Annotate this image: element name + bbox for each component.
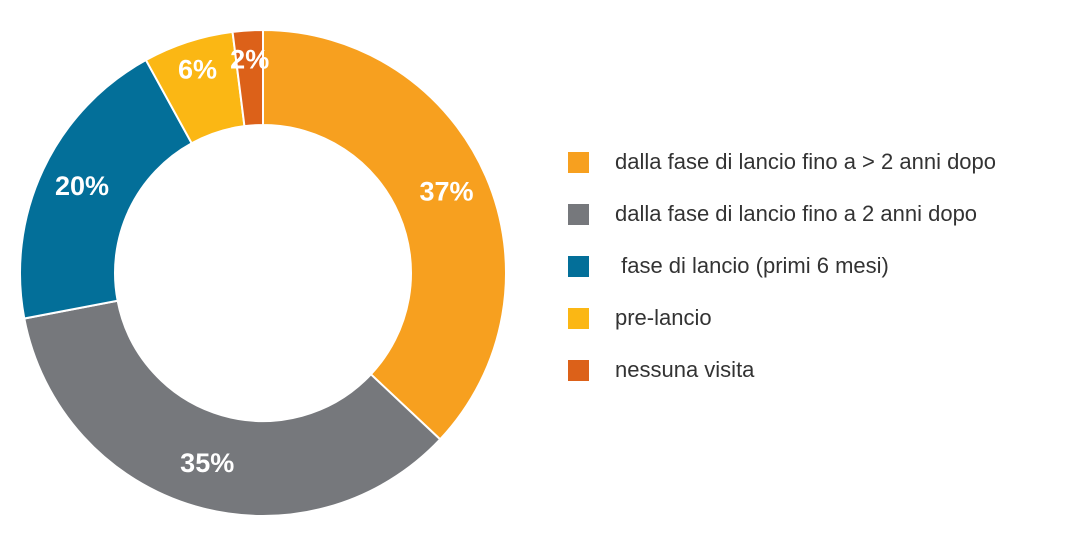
donut-slice	[23, 299, 442, 517]
data-label: 20%	[55, 171, 109, 201]
legend-swatch	[568, 360, 589, 381]
legend-label: fase di lancio (primi 6 mesi)	[615, 253, 889, 278]
donut-slice	[19, 58, 194, 320]
legend-label: dalla fase di lancio fino a 2 anni dopo	[615, 201, 977, 226]
legend-swatch	[568, 256, 589, 277]
donut-slice	[262, 28, 507, 441]
legend-swatch	[568, 204, 589, 225]
data-label: 35%	[180, 448, 234, 478]
legend-label: dalla fase di lancio fino a > 2 anni dop…	[615, 149, 996, 174]
legend-swatch	[568, 152, 589, 173]
legend-swatch	[568, 308, 589, 329]
legend-label: pre-lancio	[615, 305, 712, 330]
legend-label: nessuna visita	[615, 357, 755, 382]
donut-slice	[231, 28, 264, 128]
data-label: 6%	[178, 55, 217, 85]
data-label: 2%	[230, 45, 269, 75]
data-label: 37%	[420, 177, 474, 207]
